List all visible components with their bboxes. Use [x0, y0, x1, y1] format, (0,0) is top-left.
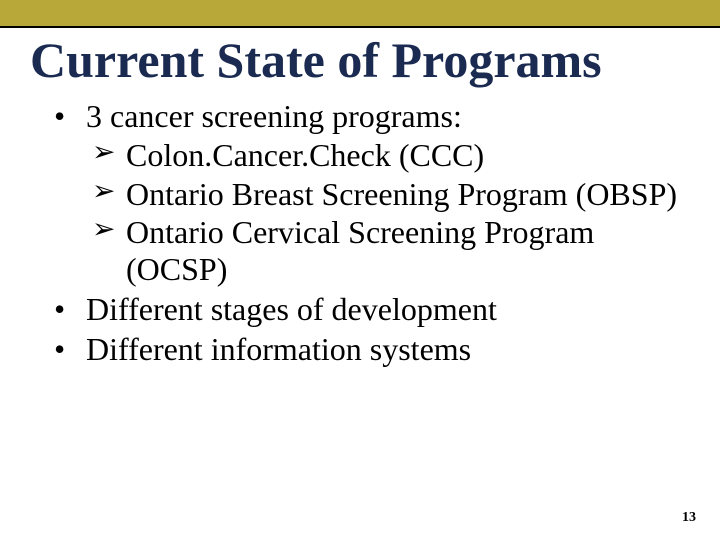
sub-item: Ontario Breast Screening Program (OBSP)	[92, 176, 690, 213]
slide-content: Current State of Programs 3 cancer scree…	[0, 28, 720, 369]
page-number: 13	[682, 510, 696, 526]
accent-bar	[0, 0, 720, 26]
bullet-text: Different information systems	[86, 331, 471, 367]
bullet-text: Different stages of development	[86, 291, 497, 327]
bullet-item: Different information systems	[54, 330, 690, 368]
bullet-item: Different stages of development	[54, 290, 690, 328]
slide-title: Current State of Programs	[30, 34, 690, 87]
sub-item: Ontario Cervical Screening Program (OCSP…	[92, 214, 690, 288]
bullet-text: 3 cancer screening programs:	[86, 98, 462, 134]
bullet-list: 3 cancer screening programs: Colon.Cance…	[30, 97, 690, 369]
sub-item: Colon.Cancer.Check (CCC)	[92, 137, 690, 174]
sub-list: Colon.Cancer.Check (CCC) Ontario Breast …	[86, 137, 690, 288]
bullet-item: 3 cancer screening programs: Colon.Cance…	[54, 97, 690, 289]
